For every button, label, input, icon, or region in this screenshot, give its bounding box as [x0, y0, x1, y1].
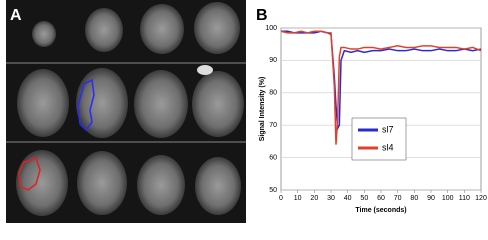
plot-area [280, 27, 482, 191]
x-tick-label: 20 [310, 195, 318, 202]
figure: A B Signal Intensity (%) Time (seconds) … [6, 0, 487, 223]
brain-slice [32, 21, 56, 47]
x-tick-label: 110 [459, 195, 470, 202]
brain-slice [194, 2, 240, 54]
brain-slice [140, 4, 184, 54]
x-tick-label: 100 [442, 195, 454, 202]
x-tick-label: 70 [394, 195, 402, 202]
mri-panel: A [6, 0, 246, 223]
y-tick-label: 50 [269, 187, 277, 194]
x-tick-label: 60 [377, 195, 385, 202]
brain-slice [134, 70, 188, 138]
legend-label: sl4 [382, 142, 394, 152]
panel-label: B [256, 7, 268, 24]
roi-outline [77, 78, 95, 132]
x-tick-label: 50 [360, 195, 368, 202]
brain-slice [76, 68, 128, 138]
y-axis-label: Signal Intensity (%) [259, 77, 266, 142]
x-tick-label: 90 [427, 195, 435, 202]
brain-slice [192, 71, 244, 137]
brain-slice [195, 157, 241, 215]
artifact [197, 65, 213, 75]
brain-slice [17, 69, 69, 137]
series-line [281, 30, 482, 132]
legend-label: sl7 [382, 124, 394, 134]
y-tick-label: 100 [265, 25, 277, 32]
x-axis-label: Time (seconds) [355, 207, 406, 214]
x-tick-label: 30 [327, 195, 335, 202]
roi-outline [18, 157, 41, 191]
x-tick-label: 80 [410, 195, 418, 202]
brain-slice [77, 151, 127, 215]
y-tick-label: 80 [269, 90, 277, 97]
x-tick-label: 40 [344, 195, 352, 202]
brain-slice [16, 150, 68, 216]
y-tick-label: 90 [269, 57, 277, 64]
panel-label: A [10, 7, 22, 24]
brain-slice [137, 155, 185, 215]
brain-slice [85, 8, 123, 52]
x-tick-label: 10 [294, 195, 302, 202]
y-tick-label: 60 [269, 154, 277, 161]
x-tick-label: 120 [475, 195, 487, 202]
x-tick-label: 0 [279, 195, 283, 202]
series-line [280, 30, 482, 145]
legend-box [351, 117, 407, 161]
y-tick-label: 70 [269, 122, 277, 129]
